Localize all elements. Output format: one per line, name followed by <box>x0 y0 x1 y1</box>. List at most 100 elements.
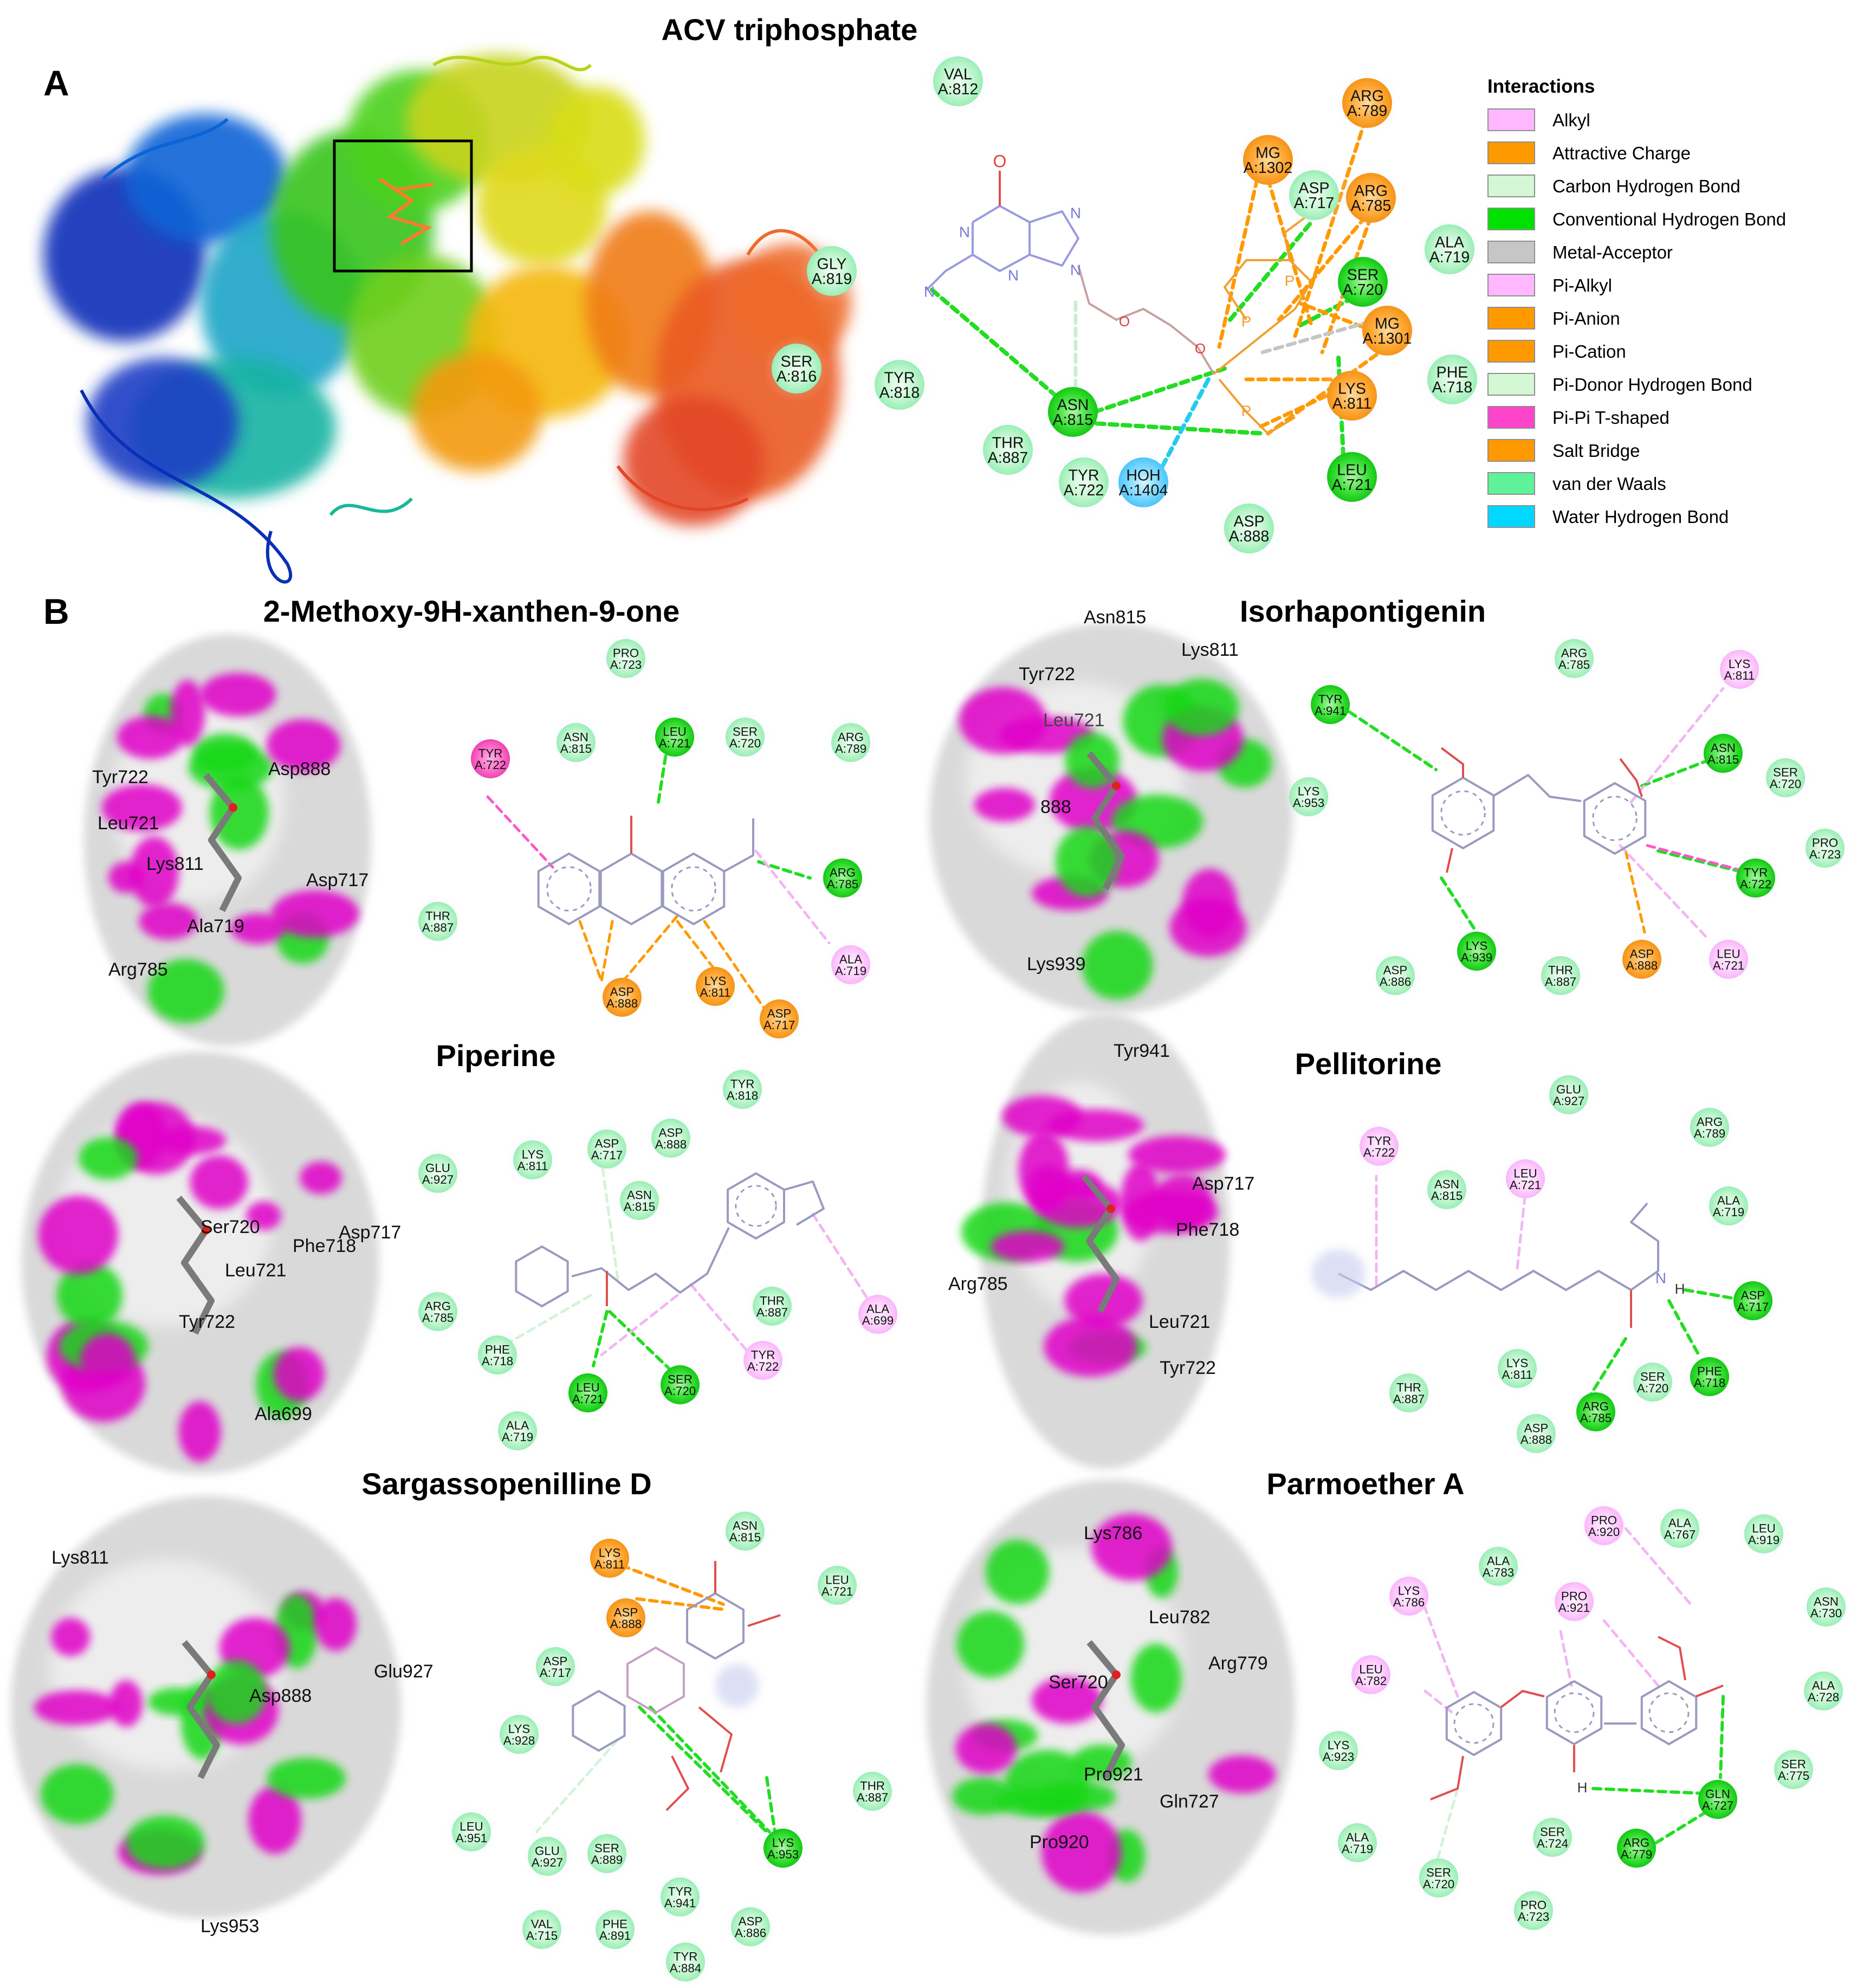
residue-name: TYR <box>1318 692 1343 706</box>
surface-residue-label: Tyr722 <box>1160 1358 1216 1378</box>
ester <box>1658 1636 1686 1681</box>
legend-swatch <box>1487 241 1535 263</box>
ring-bond <box>1640 1680 1698 1745</box>
residue-number: A:927 <box>532 1856 563 1869</box>
atom-label: N <box>959 223 970 240</box>
surface-residue-label: Asn815 <box>1084 607 1146 628</box>
residue-number: A:724 <box>1537 1837 1568 1850</box>
residue-name: ARG <box>1350 88 1384 105</box>
interaction-line <box>754 849 831 945</box>
residue-name: SER <box>1347 267 1379 284</box>
residue-number: A:723 <box>1809 848 1841 861</box>
residue-disc <box>1633 1363 1672 1402</box>
residue-mg-a-1302: MGA:1302 <box>1234 126 1302 194</box>
surface-patch <box>271 890 359 938</box>
surface-patch <box>206 1660 267 1724</box>
residue-disc <box>1059 457 1109 507</box>
residue-number: A:884 <box>670 1961 701 1975</box>
residue-number: A:819 <box>812 270 852 288</box>
residue-number: A:789 <box>1347 102 1388 120</box>
residue-disc <box>1514 1891 1553 1930</box>
surface-residue-label: Asp717 <box>339 1222 401 1243</box>
residue-name: ASN <box>627 1188 652 1202</box>
residue-number: A:718 <box>1694 1376 1725 1390</box>
residue-number: A:730 <box>1810 1606 1842 1620</box>
interaction-line <box>1228 220 1314 322</box>
residue-name: TYR <box>478 746 503 760</box>
residue-number: A:717 <box>1737 1300 1769 1314</box>
residue-number: A:717 <box>1294 195 1335 212</box>
legend-label: Pi-Pi T-shaped <box>1552 408 1670 428</box>
residue-number: A:886 <box>735 1926 766 1940</box>
residue-disc <box>726 1512 765 1551</box>
residue-number: A:720 <box>729 737 761 750</box>
residue-mg-a-1301: MGA:1301 <box>1353 296 1421 365</box>
residue-number: A:939 <box>1461 951 1492 964</box>
residue-disc <box>1698 1780 1737 1819</box>
residue-number: A:815 <box>729 1531 761 1544</box>
residue-number: A:923 <box>1323 1750 1354 1764</box>
binding-surface <box>84 634 371 1046</box>
residue-number: A:891 <box>599 1929 631 1942</box>
residue-disc <box>1804 1671 1843 1711</box>
interaction-line <box>765 1776 777 1834</box>
residue-number: A:815 <box>560 742 592 756</box>
residue-name: LEU <box>1359 1662 1382 1676</box>
ligand-stick <box>1086 1640 1125 1779</box>
residue-number: A:887 <box>1545 975 1576 989</box>
residue-name: ASN <box>1711 741 1736 754</box>
surface-residue-label: Arg779 <box>1208 1653 1268 1674</box>
surface-patch <box>1208 1755 1276 1793</box>
residue-number: A:951 <box>456 1831 487 1845</box>
ring-bond <box>572 1690 626 1752</box>
residue-disc <box>1289 170 1339 220</box>
legend-item-van-der-waals: van der Waals <box>1487 472 1823 499</box>
interaction-line <box>1657 849 1746 874</box>
interaction-line <box>638 1706 768 1834</box>
interaction-line <box>1629 687 1725 804</box>
residue-disc <box>1427 1170 1466 1209</box>
surface-residue-label: Asp717 <box>1192 1173 1254 1194</box>
residue-disc <box>723 1070 762 1109</box>
legend-swatch <box>1487 208 1535 230</box>
panel-b-label: B <box>43 591 69 631</box>
residue-number: A:888 <box>655 1138 687 1151</box>
residue-name: SER <box>1426 1866 1451 1879</box>
interaction-line <box>578 920 603 983</box>
residue-number: A:719 <box>1713 1205 1744 1219</box>
ring-bond <box>686 1592 745 1660</box>
residue-number: A:722 <box>1064 482 1104 499</box>
residue-disc <box>933 56 983 106</box>
residue-name: TYR <box>674 1950 698 1963</box>
binding-surface <box>929 623 1292 1014</box>
residue-number: A:775 <box>1778 1769 1809 1783</box>
legend-item-attractive-charge: Attractive Charge <box>1487 141 1823 169</box>
residue-disc <box>536 1647 575 1686</box>
residue-number: A:785 <box>827 877 858 891</box>
interaction-line <box>608 1310 674 1373</box>
surface-patch <box>80 1333 135 1386</box>
residue-disc <box>1224 504 1274 553</box>
residue-disc <box>1622 940 1661 979</box>
residue-name: ASP <box>659 1126 683 1139</box>
residue-disc <box>1389 1373 1428 1412</box>
surface-patch <box>1120 1162 1161 1242</box>
residue-name: ARG <box>1583 1399 1609 1413</box>
residue-disc <box>1549 1075 1588 1114</box>
hydroxyl <box>1696 1684 1724 1697</box>
residue-number: A:919 <box>1748 1533 1780 1547</box>
